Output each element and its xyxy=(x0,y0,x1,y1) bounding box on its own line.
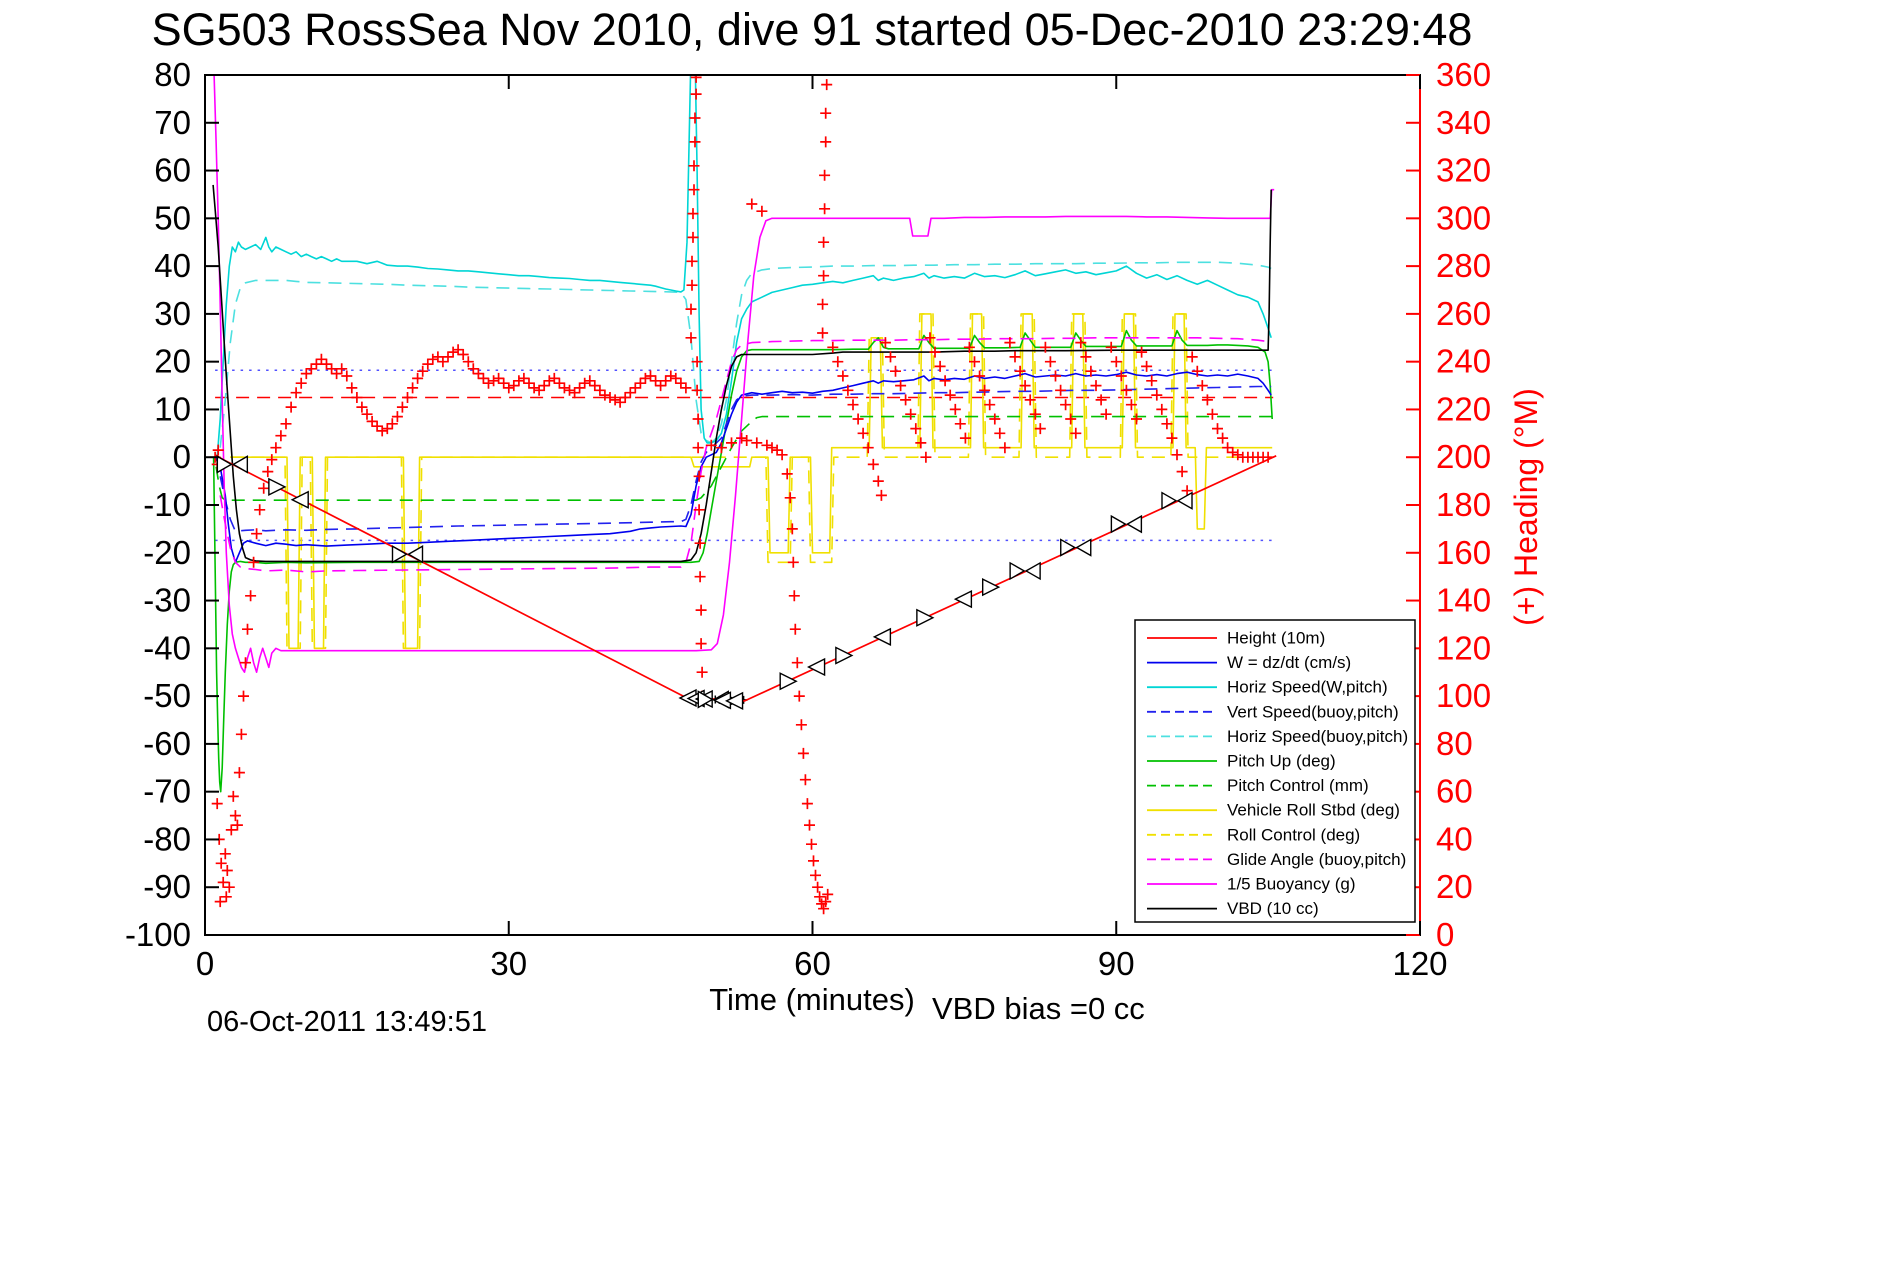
legend-label: 1/5 Buoyancy (g) xyxy=(1227,875,1356,894)
chart-title: SG503 RossSea Nov 2010, dive 91 started … xyxy=(151,4,1473,55)
y-left-tick-label: -60 xyxy=(143,725,191,762)
height-triangle-marker xyxy=(1176,491,1193,510)
y-right-tick-label: 360 xyxy=(1436,56,1491,93)
y-left-tick-label: 20 xyxy=(154,343,191,380)
y-left-tick-label: -90 xyxy=(143,868,191,905)
height-triangle-marker xyxy=(1110,514,1127,534)
y-left-tick-label: -70 xyxy=(143,773,191,810)
x-tick-label: 90 xyxy=(1098,945,1135,982)
height-triangle-marker xyxy=(231,455,249,474)
y-left-tick-label: -20 xyxy=(143,534,191,571)
pitch-up-line xyxy=(212,329,1273,793)
series-group xyxy=(209,75,1277,915)
y-right-tick-label: 220 xyxy=(1436,390,1491,427)
legend-label: Glide Angle (buoy,pitch) xyxy=(1227,850,1406,869)
y-left-tick-label: -40 xyxy=(143,629,191,666)
y-right-tick-label: 240 xyxy=(1436,343,1491,380)
y-right-tick-label: 300 xyxy=(1436,199,1491,236)
height-triangle-marker xyxy=(916,608,935,627)
y-left-tick-label: 0 xyxy=(173,438,191,475)
height-triangle-marker xyxy=(697,690,714,709)
y-right-tick-label: 200 xyxy=(1436,438,1491,475)
y-left-tick-label: 80 xyxy=(154,56,191,93)
y-left-tick-label: 30 xyxy=(154,295,191,332)
height-triangle-marker xyxy=(779,672,798,691)
y-left-tick-label: -30 xyxy=(143,582,191,619)
height-triangle-marker xyxy=(981,578,1001,597)
legend-label: W = dz/dt (cm/s) xyxy=(1227,653,1351,672)
legend-label: Vert Speed(buoy,pitch) xyxy=(1227,702,1399,721)
legend-label: Horiz Speed(W,pitch) xyxy=(1227,678,1388,697)
y-left-tick-label: -80 xyxy=(143,820,191,857)
y-right-tick-label: 260 xyxy=(1436,295,1491,332)
y-left-tick-label: -50 xyxy=(143,677,191,714)
y-left-tick-label: -100 xyxy=(125,916,191,953)
height-triangle-marker xyxy=(1125,514,1143,534)
y-right-tick-label: 140 xyxy=(1436,582,1491,619)
x-tick-label: 30 xyxy=(490,945,527,982)
height-triangle-marker xyxy=(1161,491,1178,510)
y-right-tick-label: 340 xyxy=(1436,104,1491,141)
height-triangle-marker xyxy=(806,657,826,677)
vbd-line xyxy=(212,184,1272,563)
height-triangle-marker xyxy=(216,455,233,474)
height-triangle-marker xyxy=(1024,561,1041,581)
heading-scatter-markers xyxy=(209,75,1274,915)
x-tick-label: 120 xyxy=(1392,945,1447,982)
legend-label: Horiz Speed(buoy,pitch) xyxy=(1227,727,1408,746)
height-triangle-marker xyxy=(290,490,309,509)
height-triangle-marker xyxy=(953,589,973,609)
y-right-tick-label: 0 xyxy=(1436,916,1454,953)
y-right-tick-label: 20 xyxy=(1436,868,1473,905)
y-right-tick-label: 60 xyxy=(1436,773,1473,810)
vert-speed-buoy-line xyxy=(219,385,1272,533)
height-triangle-marker xyxy=(391,545,408,564)
pitch-control-line xyxy=(215,415,1273,502)
y-right-tick-label: 100 xyxy=(1436,677,1491,714)
x-axis-label: Time (minutes) xyxy=(709,982,915,1017)
legend-label: Vehicle Roll Stbd (deg) xyxy=(1227,801,1400,820)
x-tick-label: 60 xyxy=(794,945,831,982)
height-triangle-marker xyxy=(1060,538,1077,557)
vehicle-roll-stbd-line xyxy=(230,313,1273,650)
y-right-tick-label: 40 xyxy=(1436,820,1473,857)
legend-label: Height (10m) xyxy=(1227,629,1325,648)
height-triangle-marker xyxy=(407,545,424,564)
legend-box xyxy=(1134,619,1416,923)
y-right-tick-label: 80 xyxy=(1436,725,1473,762)
y-right-tick-label: 280 xyxy=(1436,247,1491,284)
horiz-speed-w-line xyxy=(216,75,1272,458)
glide-angle-line xyxy=(219,336,1273,573)
height-line xyxy=(214,454,1277,702)
legend-label: Pitch Control (mm) xyxy=(1227,776,1369,795)
footer-vbd-bias: VBD bias =0 cc xyxy=(932,991,1145,1026)
y-left-tick-label: -10 xyxy=(143,486,191,523)
buoyancy-line xyxy=(213,75,1275,674)
y-right-tick-label: 320 xyxy=(1436,152,1491,189)
legend-label: Pitch Up (deg) xyxy=(1227,752,1336,771)
height-triangle-marker xyxy=(1075,538,1092,557)
height-triangle-marker xyxy=(835,646,854,665)
right-y-axis-label: (+) Heading (°M) xyxy=(1508,388,1544,626)
height-triangle-marker xyxy=(724,691,744,711)
y-left-tick-label: 60 xyxy=(154,152,191,189)
y-right-tick-label: 180 xyxy=(1436,486,1491,523)
height-triangle-marker xyxy=(268,477,287,496)
legend-label: Roll Control (deg) xyxy=(1227,825,1360,844)
w-dzdt-line xyxy=(214,371,1272,564)
footer-datetime: 06-Oct-2011 13:49:51 xyxy=(207,1006,487,1038)
y-left-tick-label: 40 xyxy=(154,247,191,284)
x-tick-label: 0 xyxy=(196,945,214,982)
height-triangle-marker xyxy=(1009,561,1026,581)
y-right-tick-label: 120 xyxy=(1436,629,1491,666)
y-left-tick-label: 50 xyxy=(154,199,191,236)
height-triangle-marker xyxy=(872,627,892,646)
y-left-tick-label: 70 xyxy=(154,104,191,141)
y-left-tick-label: 10 xyxy=(154,390,191,427)
legend-label: VBD (10 cc) xyxy=(1227,899,1319,918)
y-right-tick-label: 160 xyxy=(1436,534,1491,571)
